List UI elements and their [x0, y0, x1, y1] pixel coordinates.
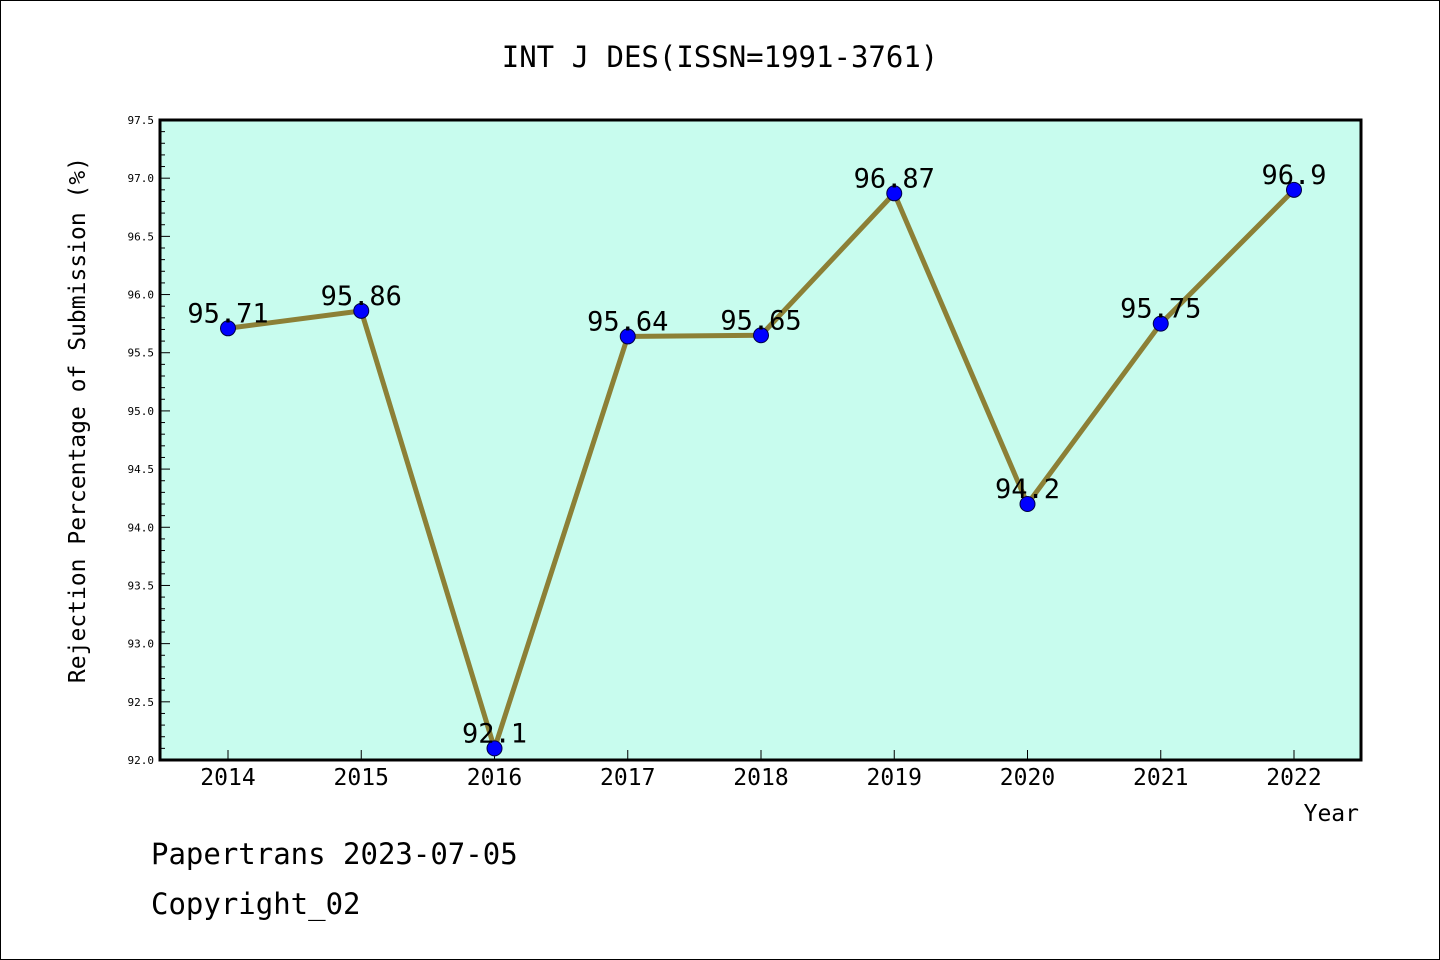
data-point — [886, 185, 903, 202]
y-tick-label: 97.5 — [128, 114, 155, 127]
data-point — [1019, 496, 1036, 512]
x-tick-label: 2018 — [733, 765, 788, 791]
publisher-date-text: Papertrans 2023-07-05 — [151, 837, 518, 871]
data-point — [753, 327, 769, 344]
x-tick-label: 2017 — [600, 765, 655, 791]
y-axis: 92.0 92.5 93.0 93.5 94.0 94.5 95.0 95.5 96.0 96.5… — [128, 114, 170, 767]
y-tick-label: 94.5 — [128, 463, 155, 476]
y-tick-label: 92.5 — [128, 696, 155, 709]
data-label: 95.65 — [720, 305, 801, 336]
y-tick-label: 96.5 — [128, 230, 155, 243]
data-point — [220, 320, 236, 337]
y-axis-label: Rejection Percentage of Submission (%) — [65, 157, 91, 683]
data-label: 96.9 — [1261, 160, 1326, 191]
x-tick-label: 2014 — [200, 765, 255, 791]
data-point — [353, 302, 370, 319]
y-tick-label: 95.0 — [128, 405, 155, 418]
chart-title: INT J DES(ISSN=1991-3761) — [502, 40, 939, 74]
y-tick-label: 95.5 — [128, 347, 155, 360]
copyright-text: Copyright_02 — [151, 887, 361, 921]
data-label: 95.75 — [1120, 294, 1201, 325]
x-tick-label: 2019 — [867, 765, 922, 791]
y-tick-label: 97.0 — [128, 172, 155, 185]
data-point — [486, 740, 503, 757]
data-point — [619, 328, 636, 345]
x-axis: 2014 2015 2016 2017 2018 2019 2020 2021 2022 — [200, 750, 1322, 791]
data-label: 95.64 — [587, 306, 668, 337]
data-label: 95.71 — [187, 298, 268, 329]
y-tick-label: 93.5 — [128, 579, 155, 592]
data-point — [1286, 181, 1302, 198]
data-label: 95.86 — [321, 281, 402, 312]
data-label: 96.87 — [854, 163, 935, 194]
x-tick-label: 2022 — [1266, 765, 1321, 791]
y-tick-label: 92.0 — [128, 754, 155, 767]
x-tick-label: 2016 — [467, 765, 522, 791]
y-tick-label: 94.0 — [128, 521, 155, 534]
series-layer: 95.71 95.86 92.1 95.64 95.65 96.87 94.2 95.75 96… — [187, 160, 1327, 757]
x-tick-label: 2015 — [334, 765, 389, 791]
data-label: 92.1 — [462, 718, 527, 749]
x-tick-label: 2021 — [1133, 765, 1188, 791]
y-tick-label: 93.0 — [128, 638, 155, 651]
y-tick-label: 96.0 — [128, 289, 155, 302]
plot-area — [158, 118, 1363, 762]
data-point — [1152, 315, 1169, 332]
data-label: 94.2 — [995, 474, 1060, 505]
x-tick-label: 2020 — [1000, 765, 1055, 791]
x-axis-label: Year — [1304, 801, 1359, 827]
